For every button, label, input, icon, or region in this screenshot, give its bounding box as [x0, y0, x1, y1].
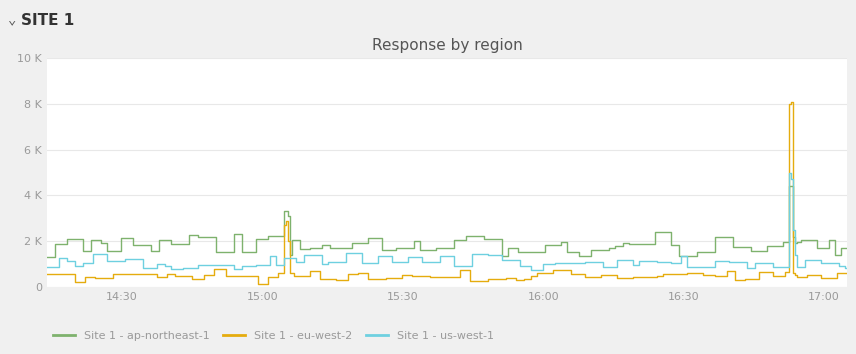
- Legend: Site 1 - ap-northeast-1, Site 1 - eu-west-2, Site 1 - us-west-1: Site 1 - ap-northeast-1, Site 1 - eu-wes…: [52, 331, 494, 341]
- Text: SITE 1: SITE 1: [21, 13, 74, 28]
- Text: ⌄: ⌄: [7, 13, 15, 28]
- Title: Response by region: Response by region: [372, 38, 523, 53]
